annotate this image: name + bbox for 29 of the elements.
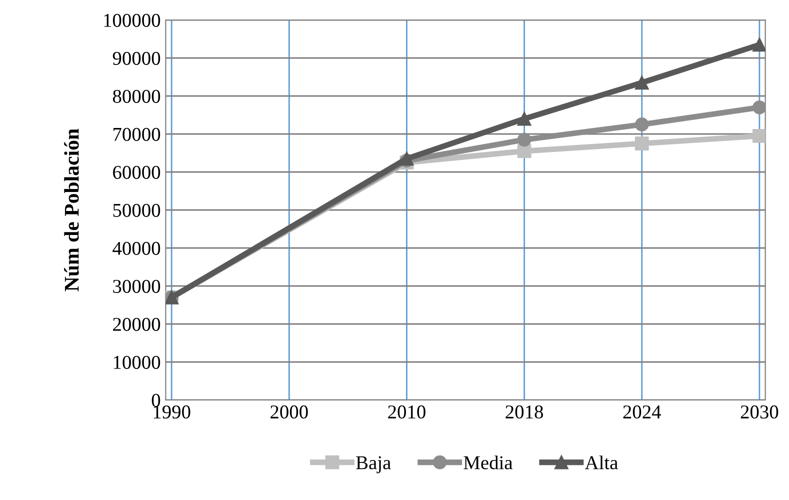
y-tick-label: 70000 xyxy=(114,128,160,141)
y-tick-label: 30000 xyxy=(113,280,160,293)
y-tick-label: 0 xyxy=(152,394,160,407)
y-tick-label: 80000 xyxy=(112,90,160,103)
x-tick-label: 2000 xyxy=(270,405,308,419)
y-axis-title: Núm de Población xyxy=(64,128,79,292)
point xyxy=(634,136,649,150)
y-tick-label: 60000 xyxy=(113,166,160,179)
point xyxy=(517,112,532,126)
y-tick-label: 100000 xyxy=(104,14,160,27)
y-tick-label: 90000 xyxy=(112,52,160,65)
y-tick-label: 20000 xyxy=(113,318,160,331)
y-tick-label: 10000 xyxy=(114,356,160,369)
point xyxy=(752,100,766,114)
x-tick-label: 2024 xyxy=(623,405,662,419)
x-tick-label: 2030 xyxy=(740,405,778,419)
point xyxy=(517,132,532,147)
point xyxy=(634,118,649,132)
x-tick-label: 2010 xyxy=(388,405,426,419)
legend-label: Media xyxy=(464,456,513,470)
legend-label: Baja xyxy=(356,456,391,474)
y-tick-label: 40000 xyxy=(112,242,160,255)
x-tick-label: 2018 xyxy=(506,405,543,419)
y-tick-label: 50000 xyxy=(113,204,160,217)
legend-label: Alta xyxy=(584,456,618,470)
point xyxy=(634,76,649,90)
x-tick-label: 1990 xyxy=(154,405,190,419)
point xyxy=(752,38,766,52)
point xyxy=(752,128,766,143)
